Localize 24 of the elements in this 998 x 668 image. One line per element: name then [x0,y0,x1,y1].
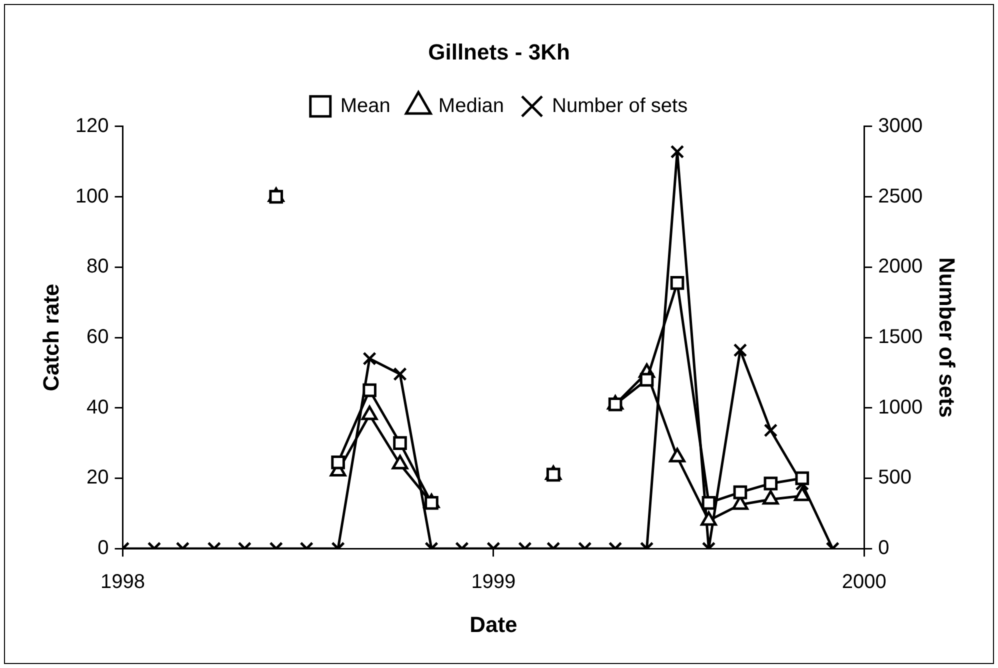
y2-tick-label: 1000 [878,396,923,418]
y2-tick-label: 2500 [878,185,923,208]
x-tick-label: 1998 [100,571,146,594]
y2-tick-label: 2000 [878,256,923,278]
legend-label: Mean [340,94,390,117]
chart-title: Gillnets - 3Kh [428,39,570,64]
y-tick-label: 60 [86,326,109,348]
y-tick-label: 20 [86,466,109,489]
y-tick-label: 120 [75,114,109,137]
y2-tick-label: 1500 [878,326,923,348]
x-axis-title: Date [470,612,518,637]
y-tick-label: 100 [75,185,109,208]
y-tick-label: 80 [86,256,109,278]
x-tick-label: 1999 [471,571,516,594]
y-tick-label: 0 [98,537,109,560]
y2-tick-label: 0 [878,537,890,560]
legend-label: Number of sets [552,94,688,117]
y2-tick-label: 500 [878,466,912,489]
y2-tick-label: 3000 [878,114,923,137]
y2-axis-title: Number of sets [934,257,960,418]
x-tick-label: 2000 [842,571,886,594]
y-tick-label: 40 [86,396,109,418]
legend-label: Median [438,94,504,117]
y-axis-title: Catch rate [38,284,64,392]
